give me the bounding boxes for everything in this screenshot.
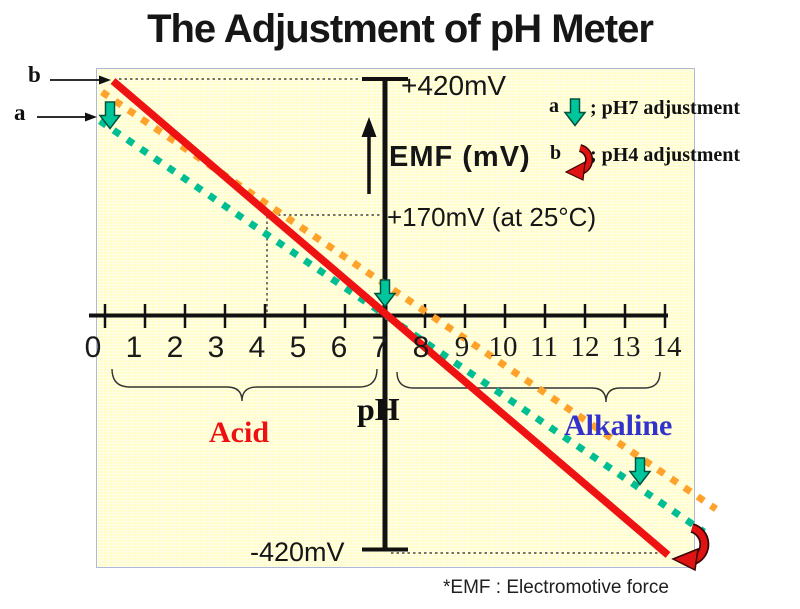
x-tick-label: 7: [371, 331, 389, 364]
x-tick-label: 13: [611, 331, 641, 363]
x-tick-label: 9: [454, 331, 470, 363]
callout-a-label: a: [14, 100, 26, 125]
x-axis-title: pH: [357, 391, 400, 427]
x-tick-label: 12: [570, 331, 600, 363]
legend-item-a-key: a: [549, 95, 559, 117]
x-tick-label: 3: [207, 331, 225, 364]
x-tick-label: 11: [530, 331, 558, 363]
acid-region-label: Acid: [209, 416, 269, 449]
y-min-label: -420mV: [250, 537, 345, 567]
x-tick-label: 8: [412, 331, 430, 364]
x-tick-label: 2: [166, 331, 184, 364]
legend-item-b-key: b: [550, 142, 562, 164]
legend-item-b-label: ; pH4 adjustment: [590, 144, 741, 166]
x-tick-label: 10: [488, 331, 518, 363]
x-tick-label: 6: [330, 331, 348, 364]
x-tick-label: 14: [652, 331, 682, 363]
x-tick-label: 0: [84, 331, 102, 364]
y-max-label: +420mV: [401, 70, 507, 101]
callout-b-label: b: [28, 62, 41, 87]
x-tick-label: 4: [248, 331, 266, 364]
y-axis-title: EMF (mV): [389, 141, 531, 173]
footnote: *EMF : Electromotive force: [443, 577, 669, 598]
legend-item-a-label: ; pH7 adjustment: [590, 97, 741, 119]
page-title: The Adjustment of pH Meter: [147, 7, 654, 51]
x-tick-label: 1: [125, 331, 143, 364]
y-reference-label: +170mV (at 25°C): [387, 202, 597, 232]
alkaline-region-label: Alkaline: [564, 409, 673, 442]
x-tick-label: 5: [289, 331, 307, 364]
